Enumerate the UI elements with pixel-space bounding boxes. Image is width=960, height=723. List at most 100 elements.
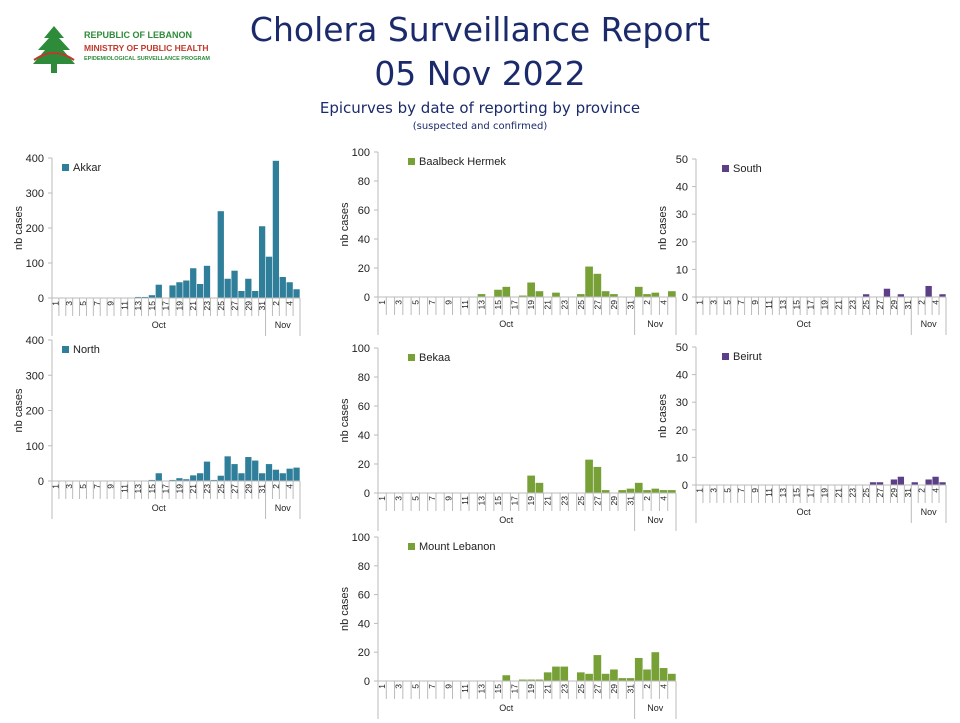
x-tick-label: 3 — [708, 488, 718, 493]
legend-swatch — [408, 158, 415, 165]
x-tick-label: 3 — [64, 484, 74, 489]
logo-program: EPIDEMIOLOGICAL SURVEILLANCE PROGRAM — [84, 56, 211, 62]
bar — [286, 468, 293, 481]
bar — [643, 669, 651, 681]
x-tick-label: 9 — [750, 488, 760, 493]
x-tick-label: 5 — [78, 301, 88, 306]
x-tick-label: 11 — [460, 496, 470, 505]
x-tick-label: 27 — [230, 484, 240, 494]
x-tick-label: 23 — [559, 300, 569, 310]
y-tick-label: 40 — [676, 370, 688, 382]
x-tick-label: 21 — [188, 484, 198, 494]
x-tick-label: 31 — [257, 484, 267, 494]
bar — [245, 457, 252, 481]
x-tick-label: 29 — [889, 300, 899, 310]
x-tick-label: 4 — [285, 484, 295, 489]
x-tick-label: 11 — [764, 488, 774, 497]
y-axis-title: nb cases — [657, 393, 669, 438]
x-tick-label: 11 — [460, 684, 470, 693]
bar — [593, 273, 602, 297]
x-tick-label: 7 — [92, 484, 102, 489]
y-tick-label: 40 — [676, 182, 688, 194]
x-tick-label: 17 — [806, 300, 816, 310]
bar — [883, 288, 891, 297]
y-axis-title: nb cases — [13, 388, 25, 433]
y-tick-label: 30 — [676, 397, 688, 409]
x-tick-label: 7 — [92, 301, 102, 306]
bar — [610, 294, 618, 297]
y-tick-label: 300 — [26, 188, 44, 200]
x-tick-label: 5 — [410, 684, 420, 689]
x-tick-label: 23 — [202, 484, 212, 494]
bar — [238, 291, 245, 298]
x-tick-label: 15 — [493, 684, 503, 694]
x-tick-label: 5 — [410, 496, 420, 501]
bar — [502, 675, 511, 681]
y-tick-label: 0 — [38, 293, 44, 305]
bar — [265, 256, 273, 298]
bar — [668, 291, 676, 297]
x-tick-label: 21 — [543, 684, 553, 694]
x-tick-label: 7 — [736, 300, 746, 305]
x-tick-label: 4 — [931, 488, 941, 493]
x-tick-label: 9 — [443, 496, 453, 501]
bar — [897, 476, 905, 485]
y-axis-title: nb cases — [657, 205, 669, 250]
report-title: Cholera Surveillance Report — [249, 10, 711, 49]
x-tick-label: 3 — [394, 684, 404, 689]
x-tick-label: 31 — [903, 488, 913, 498]
legend-label: South — [733, 163, 762, 175]
bar — [176, 478, 183, 481]
x-tick-label: 3 — [394, 496, 404, 501]
bar — [148, 295, 156, 298]
x-tick-label: 2 — [917, 488, 927, 493]
bar — [643, 490, 651, 493]
bar — [196, 473, 204, 481]
x-tick-label: 1 — [377, 496, 387, 501]
x-tick-label: 11 — [119, 484, 129, 493]
x-tick-label: 1 — [694, 300, 704, 305]
bar — [651, 652, 660, 681]
bar — [668, 490, 676, 493]
x-tick-label: 13 — [476, 496, 486, 506]
bar — [560, 666, 569, 681]
y-tick-label: 80 — [358, 176, 370, 188]
bar — [155, 284, 162, 298]
bar — [527, 282, 535, 297]
x-tick-label: 25 — [576, 300, 586, 310]
bar — [651, 488, 660, 493]
y-tick-label: 100 — [26, 258, 44, 270]
bar — [190, 475, 197, 481]
legend-swatch — [722, 353, 729, 360]
y-tick-label: 100 — [352, 532, 370, 544]
bar — [279, 277, 286, 298]
y-tick-label: 20 — [358, 263, 370, 275]
bar — [155, 473, 162, 481]
y-tick-label: 60 — [358, 590, 370, 602]
bar — [668, 673, 676, 681]
bar — [634, 286, 643, 297]
month-label-nov: Nov — [921, 319, 938, 329]
x-tick-label: 19 — [526, 496, 536, 506]
bar — [203, 461, 211, 481]
bar — [183, 280, 190, 298]
bar — [210, 479, 218, 481]
x-tick-label: 17 — [161, 301, 171, 311]
bar — [593, 655, 602, 681]
month-label-oct: Oct — [499, 515, 514, 525]
x-tick-label: 11 — [460, 300, 470, 309]
y-tick-label: 80 — [358, 372, 370, 384]
bar — [939, 294, 946, 297]
x-tick-label: 2 — [917, 300, 927, 305]
x-tick-label: 4 — [659, 300, 669, 305]
x-tick-label: 17 — [806, 488, 816, 498]
x-tick-label: 13 — [778, 488, 788, 498]
bar — [293, 467, 300, 481]
y-tick-label: 50 — [676, 342, 688, 354]
bar — [183, 479, 190, 481]
bar — [477, 294, 486, 297]
y-axis-title: nb cases — [339, 398, 351, 443]
x-tick-label: 29 — [243, 301, 253, 311]
x-tick-label: 2 — [271, 301, 281, 306]
